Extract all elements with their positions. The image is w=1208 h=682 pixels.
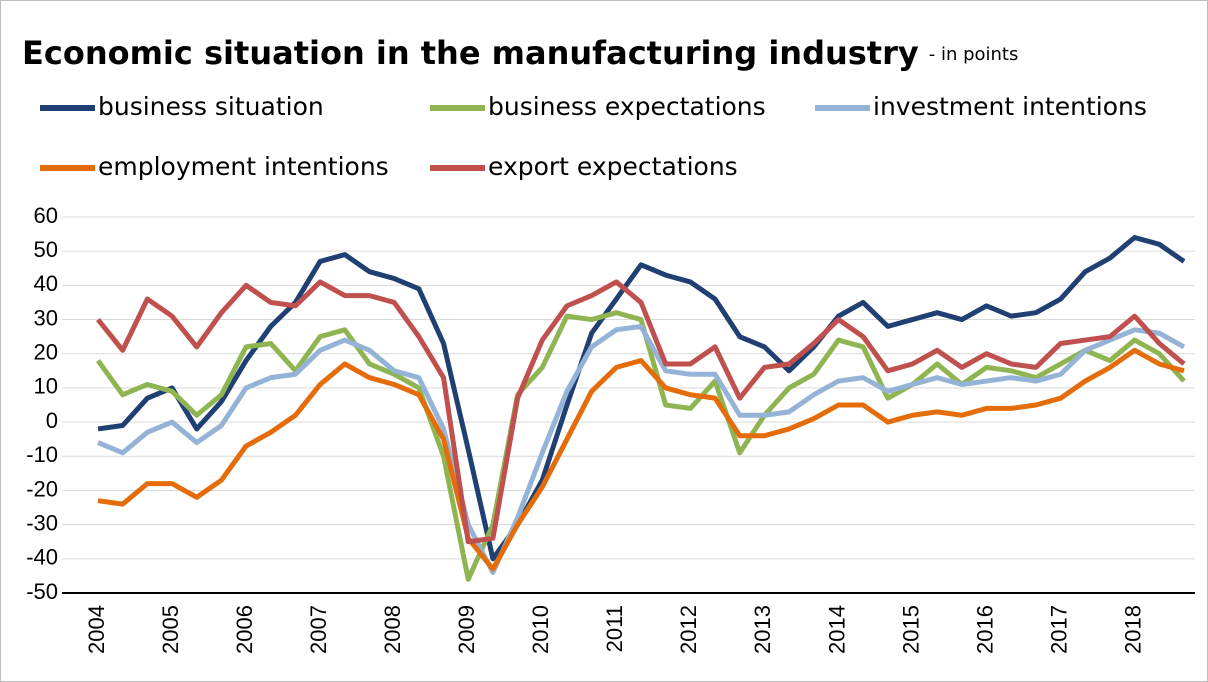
title-text: Economic situation in the manufacturing … [22, 34, 919, 72]
y-tick-label: -20 [26, 476, 58, 501]
x-tick-label: 2004 [84, 605, 109, 654]
x-tick-label: 2012 [676, 605, 701, 654]
x-tick-label: 2006 [232, 605, 257, 654]
y-tick-label: 30 [34, 305, 58, 330]
legend-label: export expectations [488, 152, 738, 181]
y-tick-label: 60 [34, 203, 58, 228]
y-tick-label: 10 [34, 374, 58, 399]
series-line [95, 310, 1186, 582]
x-tick-label: 2017 [1046, 605, 1071, 654]
x-tick-label: 2013 [750, 605, 775, 654]
legend-label: employment intentions [98, 152, 389, 181]
legend-label: business situation [98, 92, 324, 121]
x-tick-label: 2008 [380, 605, 405, 654]
y-tick-label: 50 [34, 237, 58, 262]
series-line [97, 323, 1186, 575]
y-tick-label: -30 [26, 510, 58, 535]
y-tick-label: 0 [46, 408, 58, 433]
y-tick-label: -40 [26, 545, 58, 570]
legend-label: investment intentions [873, 92, 1147, 121]
series-line [97, 235, 1186, 562]
x-tick-label: 2010 [528, 605, 553, 654]
chart-title: Economic situation in the manufacturing … [22, 34, 1018, 72]
y-tick-label: 40 [34, 271, 58, 296]
x-tick-label: 2016 [972, 605, 997, 654]
x-tick-label: 2009 [454, 605, 479, 654]
subtitle: - in points [929, 44, 1019, 65]
x-tick-label: 2007 [306, 605, 331, 654]
x-tick-label: 2005 [158, 605, 183, 654]
x-tick-label: 2018 [1120, 605, 1145, 654]
series-line [96, 279, 1186, 545]
y-tick-label: 20 [34, 340, 58, 365]
x-tick-label: 2011 [602, 605, 627, 652]
y-tick-label: -50 [26, 579, 58, 604]
legend-label: business expectations [488, 92, 766, 121]
x-tick-label: 2014 [824, 605, 849, 654]
x-tick-label: 2015 [898, 605, 923, 654]
y-tick-label: -10 [26, 442, 58, 467]
series-line [97, 347, 1185, 572]
